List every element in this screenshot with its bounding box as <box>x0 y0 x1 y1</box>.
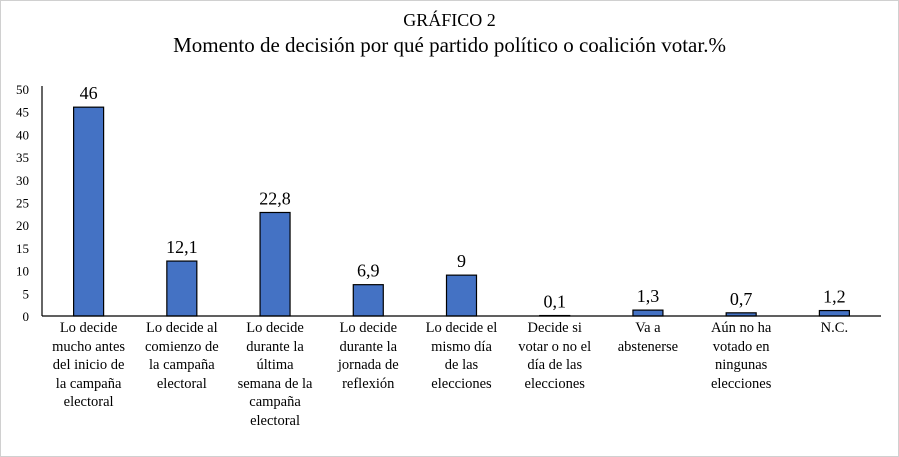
x-tick-label: N.C. <box>820 320 849 336</box>
y-tick-label: 15 <box>16 241 29 256</box>
y-tick-label: 20 <box>16 218 29 233</box>
data-label: 12,1 <box>166 237 198 257</box>
data-label: 0,7 <box>730 289 753 309</box>
data-label: 9 <box>457 251 466 271</box>
chart-title: GRÁFICO 2 <box>403 10 496 30</box>
bar <box>352 284 384 317</box>
data-label: 1,3 <box>637 286 660 306</box>
bar <box>445 274 478 317</box>
data-label: 46 <box>80 83 98 103</box>
bar <box>259 211 291 317</box>
y-tick-label: 10 <box>16 264 29 279</box>
bar <box>818 309 850 317</box>
x-tick-label: Lo decide mucho antes del inicio de la c… <box>52 320 126 410</box>
data-label: 0,1 <box>543 292 566 312</box>
y-tick-label: 45 <box>16 105 29 120</box>
y-tick-label: 30 <box>16 173 29 188</box>
y-tick-label: 25 <box>16 196 29 211</box>
bar <box>632 309 664 317</box>
y-tick-label: 40 <box>16 127 29 142</box>
x-tick-label: Va a abstenerse <box>617 320 679 355</box>
x-tick-label: Lo decide al comienzo de la campaña elec… <box>144 320 219 392</box>
x-tick-label: Aún no ha votado en ningunas elecciones <box>710 320 772 392</box>
data-label: 22,8 <box>259 188 291 208</box>
x-tick-label: Lo decide durante la última semana de la… <box>237 320 313 429</box>
y-tick-label: 0 <box>23 309 30 324</box>
chart-subtitle: Momento de decisión por qué partido polí… <box>173 33 726 57</box>
data-label: 6,9 <box>357 261 380 281</box>
bar <box>166 260 198 317</box>
x-tick-label: Lo decide el mismo día de las elecciones <box>425 320 498 392</box>
y-tick-label: 50 <box>16 82 29 97</box>
x-tick-label: Decide si votar o no el día de las elecc… <box>518 320 592 392</box>
bar <box>73 106 105 317</box>
x-tick-label: Lo decide durante la jornada de reflexió… <box>337 320 399 392</box>
y-tick-label: 35 <box>16 150 29 165</box>
data-label: 1,2 <box>823 287 846 307</box>
y-tick-label: 5 <box>23 286 30 301</box>
